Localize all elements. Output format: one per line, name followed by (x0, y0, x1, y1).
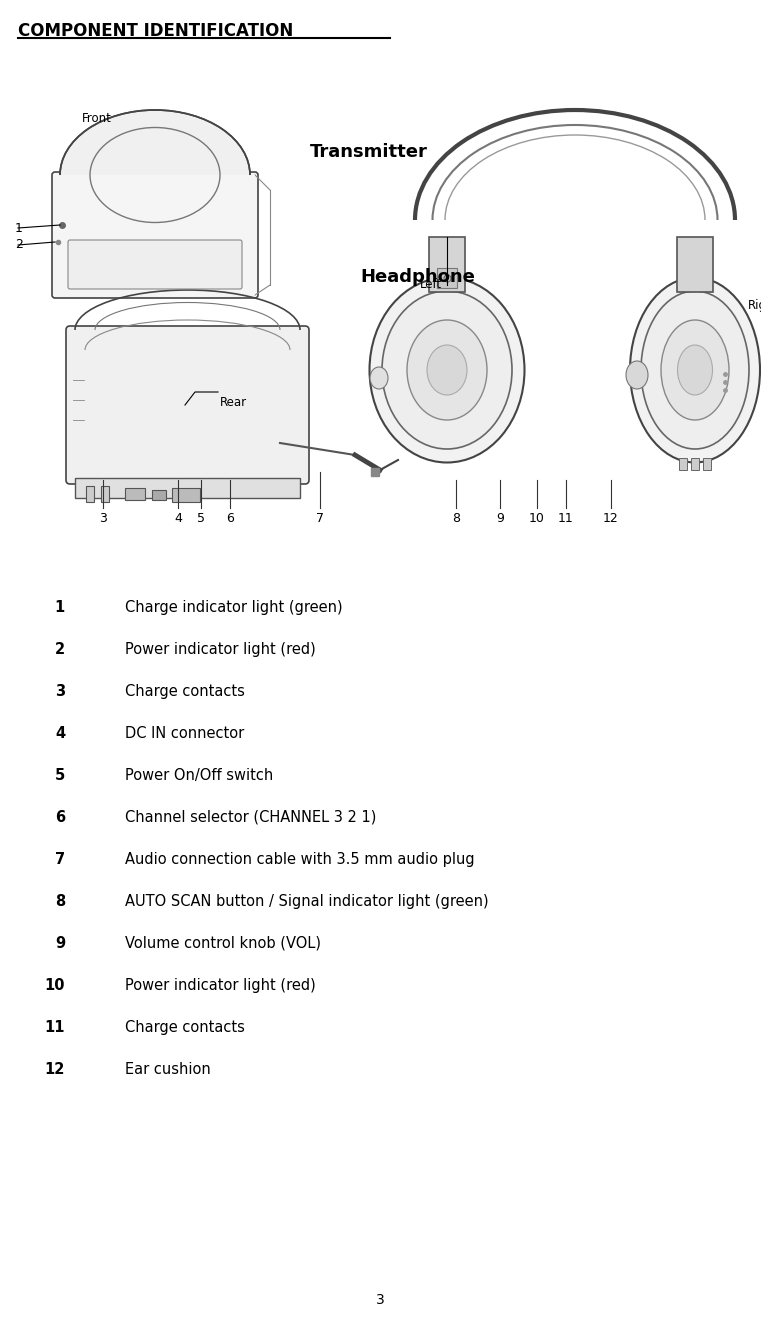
Text: Transmitter: Transmitter (310, 143, 428, 162)
Text: 4: 4 (55, 726, 65, 741)
Text: Rear: Rear (220, 396, 247, 409)
Text: 10: 10 (529, 511, 545, 525)
Text: Left: Left (420, 278, 442, 292)
Bar (677, 237, 713, 292)
Text: 7: 7 (55, 852, 65, 867)
Text: Channel selector (CHANNEL 3 2 1): Channel selector (CHANNEL 3 2 1) (125, 810, 377, 825)
Text: 1: 1 (15, 223, 23, 235)
Text: 5: 5 (55, 768, 65, 783)
Text: 6: 6 (55, 810, 65, 825)
Bar (429, 237, 465, 292)
Text: 2: 2 (55, 643, 65, 657)
Ellipse shape (641, 292, 749, 449)
Text: Charge contacts: Charge contacts (125, 684, 245, 700)
Text: Charge contacts: Charge contacts (125, 1020, 245, 1035)
Ellipse shape (427, 344, 467, 395)
Bar (101, 486, 109, 502)
Text: 5: 5 (197, 511, 205, 525)
Text: 6: 6 (226, 511, 234, 525)
Ellipse shape (661, 321, 729, 420)
Bar (703, 458, 711, 470)
FancyBboxPatch shape (68, 240, 242, 289)
Bar (55, 175, 255, 295)
Ellipse shape (677, 344, 712, 395)
Ellipse shape (626, 360, 648, 390)
Ellipse shape (60, 110, 250, 240)
Text: Right: Right (748, 298, 761, 311)
Text: Volume control knob (VOL): Volume control knob (VOL) (125, 935, 321, 951)
Bar (437, 268, 457, 288)
Bar (691, 458, 699, 470)
FancyBboxPatch shape (66, 326, 309, 484)
Text: DC IN connector: DC IN connector (125, 726, 244, 741)
Ellipse shape (370, 367, 388, 390)
Text: Headphone: Headphone (360, 268, 475, 286)
Text: 8: 8 (452, 511, 460, 525)
Text: Front: Front (82, 113, 112, 125)
Ellipse shape (407, 321, 487, 420)
Text: 11: 11 (44, 1020, 65, 1035)
Text: Power On/Off switch: Power On/Off switch (125, 768, 273, 783)
Ellipse shape (630, 277, 760, 462)
Bar (125, 488, 145, 500)
Text: 3: 3 (55, 684, 65, 700)
Text: Power indicator light (red): Power indicator light (red) (125, 978, 316, 992)
Text: 7: 7 (316, 511, 324, 525)
Text: 8: 8 (55, 894, 65, 909)
Text: 3: 3 (376, 1293, 385, 1306)
Text: 11: 11 (558, 511, 574, 525)
Text: 10: 10 (44, 978, 65, 992)
Text: 9: 9 (55, 935, 65, 951)
Bar (172, 488, 200, 502)
FancyBboxPatch shape (52, 172, 258, 298)
Bar (679, 458, 687, 470)
Bar (152, 490, 166, 500)
Text: 12: 12 (45, 1063, 65, 1077)
Text: AUTO SCAN button / Signal indicator light (green): AUTO SCAN button / Signal indicator ligh… (125, 894, 489, 909)
Text: 1: 1 (55, 600, 65, 615)
Text: Ear cushion: Ear cushion (125, 1063, 211, 1077)
FancyBboxPatch shape (75, 478, 300, 498)
Text: Charge indicator light (green): Charge indicator light (green) (125, 600, 342, 615)
Text: 2: 2 (15, 238, 23, 250)
Text: Audio connection cable with 3.5 mm audio plug: Audio connection cable with 3.5 mm audio… (125, 852, 475, 867)
Ellipse shape (382, 292, 512, 449)
Text: 3: 3 (99, 511, 107, 525)
Text: COMPONENT IDENTIFICATION: COMPONENT IDENTIFICATION (18, 23, 293, 40)
Bar (86, 486, 94, 502)
Text: 12: 12 (603, 511, 619, 525)
Ellipse shape (370, 277, 524, 462)
Text: 4: 4 (174, 511, 182, 525)
Text: 9: 9 (496, 511, 504, 525)
Text: Power indicator light (red): Power indicator light (red) (125, 643, 316, 657)
